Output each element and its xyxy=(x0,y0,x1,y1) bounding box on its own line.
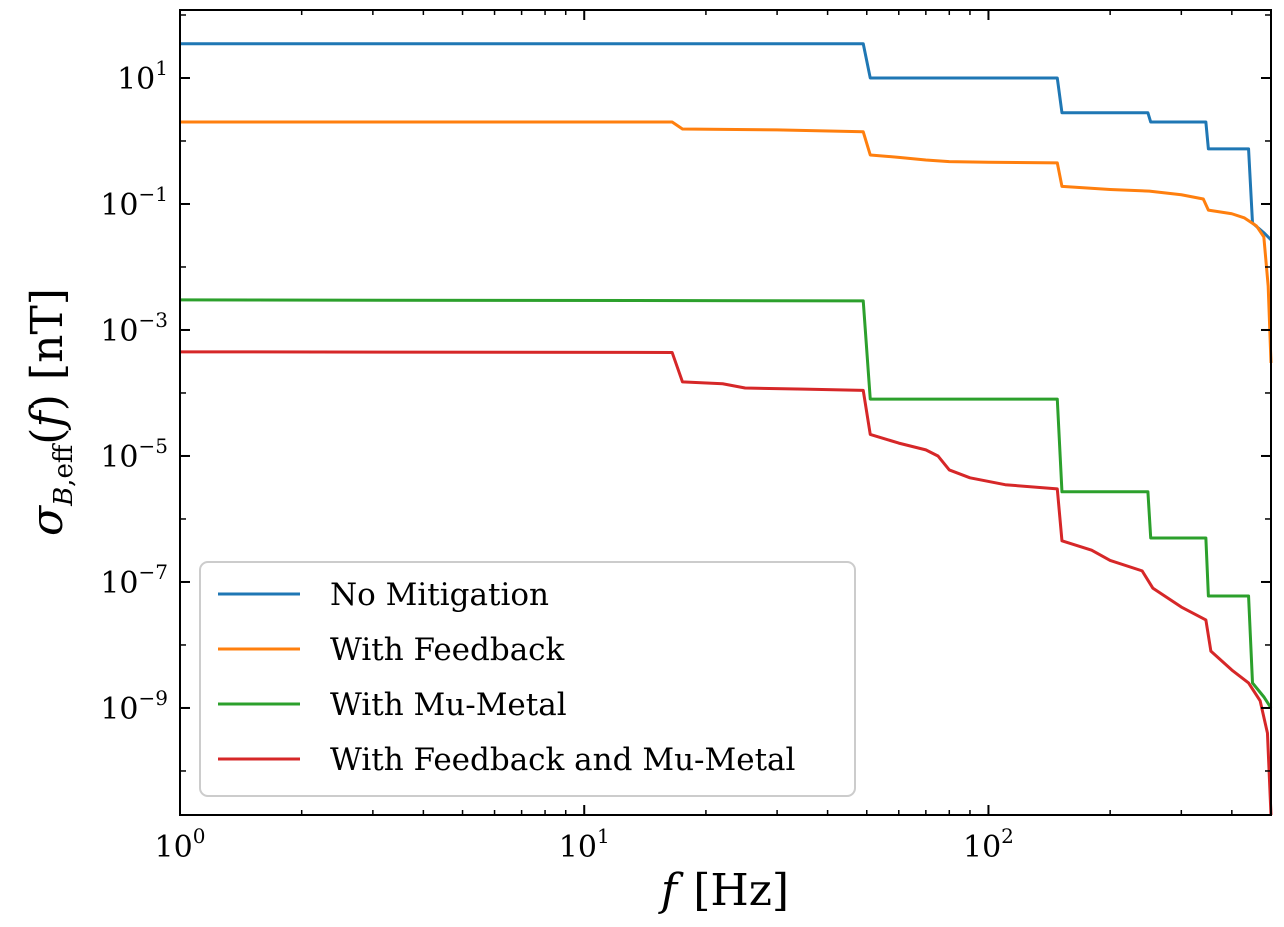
ticks-layer xyxy=(179,10,1272,815)
series-line-2 xyxy=(179,298,1273,709)
y-tick-label: 10−9 xyxy=(100,686,168,727)
plot-frame xyxy=(179,9,1272,816)
y-tick-label: 10−1 xyxy=(100,182,168,223)
series-line-0 xyxy=(180,42,1273,241)
x-tick-label: 100 xyxy=(155,824,206,865)
series-line-3 xyxy=(179,350,1273,816)
y-tick-label: 10−7 xyxy=(100,560,168,601)
y-axis-title: σB,eff(f)[nT] xyxy=(22,288,79,536)
x-tick-label: 102 xyxy=(963,824,1014,865)
legend-label-3: With Feedback and Mu-Metal xyxy=(330,742,795,778)
x-axis-title: f [Hz] xyxy=(658,865,789,916)
series-line-1 xyxy=(180,120,1273,363)
y-tick-label: 10−5 xyxy=(100,434,168,475)
legend-label-1: With Feedback xyxy=(330,632,565,668)
y-tick-label: 101 xyxy=(117,56,168,97)
series-layer xyxy=(179,42,1273,816)
legend-items: No Mitigation With Feedback With Mu-Metal W… xyxy=(218,577,795,778)
y-tick-label: 10−3 xyxy=(100,308,168,349)
legend: No Mitigation With Feedback With Mu-Metal W… xyxy=(199,561,856,797)
legend-box xyxy=(199,561,856,797)
x-tick-label: 101 xyxy=(559,824,610,865)
legend-label-0: No Mitigation xyxy=(330,577,549,613)
legend-label-2: With Mu-Metal xyxy=(330,687,567,723)
tick-label-layer: 100 101 102 101 10−1 10−3 10−5 10−7 10−9 xyxy=(100,56,1014,865)
